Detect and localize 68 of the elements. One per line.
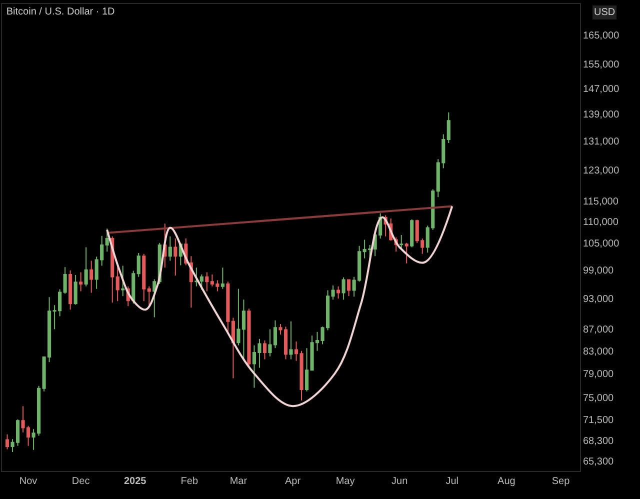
y-tick-label: 75,000	[583, 392, 614, 404]
y-tick-label: 155,000	[583, 59, 620, 70]
candlestick	[336, 286, 340, 300]
candlestick	[68, 270, 72, 310]
x-tick-label: Sep	[552, 476, 570, 487]
x-tick-label: Feb	[180, 476, 198, 487]
y-tick-label: 165,000	[583, 30, 620, 42]
candlestick	[5, 434, 10, 450]
candlestick	[147, 286, 151, 308]
y-axis-title: USD	[594, 7, 616, 18]
line-series	[106, 205, 454, 408]
chart-title: Bitcoin / U.S. Dollar · 1D	[6, 6, 115, 18]
candlestick	[194, 267, 198, 287]
candlestick	[242, 299, 246, 360]
candlestick	[410, 218, 414, 248]
candlestick	[90, 260, 94, 294]
x-tick-label: Dec	[72, 476, 90, 487]
candlestick	[168, 236, 172, 262]
candlestick	[136, 252, 140, 278]
candlestick	[404, 242, 408, 264]
candlestick	[347, 279, 351, 297]
y-tick-label: 110,000	[583, 216, 619, 228]
candlestick	[174, 238, 178, 276]
candlestick	[74, 274, 78, 306]
candlestick	[236, 288, 240, 346]
y-tick-label: 68,300	[583, 436, 614, 447]
y-tick-label: 65,300	[583, 456, 614, 468]
y-tick-label: 71,500	[583, 414, 614, 426]
candlestick	[200, 274, 204, 290]
candlestick	[342, 276, 346, 300]
x-tick-label: Mar	[230, 476, 248, 487]
x-tick-label: Jun	[392, 476, 408, 487]
y-tick-label: 83,000	[583, 346, 614, 358]
y-tick-label: 131,000	[583, 136, 620, 148]
y-tick-label: 139,000	[583, 109, 620, 120]
candlestick	[63, 266, 67, 294]
candlestick	[262, 340, 267, 360]
y-tick-label: 99,000	[583, 265, 614, 276]
candlestick	[400, 234, 404, 250]
candlestick	[132, 270, 136, 304]
candlestick	[220, 267, 224, 290]
y-tick-label: 93,000	[583, 294, 614, 306]
y-tick-label: 87,000	[583, 324, 614, 336]
y-tick-label: 147,000	[583, 84, 620, 95]
candlestick	[79, 272, 83, 292]
candlestick	[205, 272, 209, 292]
y-tick-label: 123,000	[583, 166, 620, 177]
x-tick-label: May	[336, 476, 355, 487]
candlestick	[84, 246, 88, 287]
x-tick-label: Nov	[19, 476, 38, 487]
y-tick-label: 79,000	[583, 369, 614, 380]
candlestick	[289, 320, 293, 360]
y-tick-label: 115,000	[583, 196, 619, 208]
x-tick-label: 2025	[124, 476, 147, 487]
x-tick-label: Apr	[284, 476, 302, 487]
candlestick	[226, 281, 230, 332]
x-tick-label: Jul	[446, 476, 459, 487]
candlestick	[116, 266, 120, 302]
candlestick	[247, 308, 251, 368]
candlestick	[231, 317, 235, 379]
candlestick	[331, 284, 335, 300]
candlestick	[152, 278, 156, 318]
candlestick	[121, 265, 125, 297]
candlestick	[446, 112, 450, 144]
y-tick-label: 105,000	[583, 238, 620, 250]
candlestick	[105, 228, 109, 252]
x-tick-label: Aug	[498, 476, 516, 487]
candlestick	[142, 253, 146, 302]
